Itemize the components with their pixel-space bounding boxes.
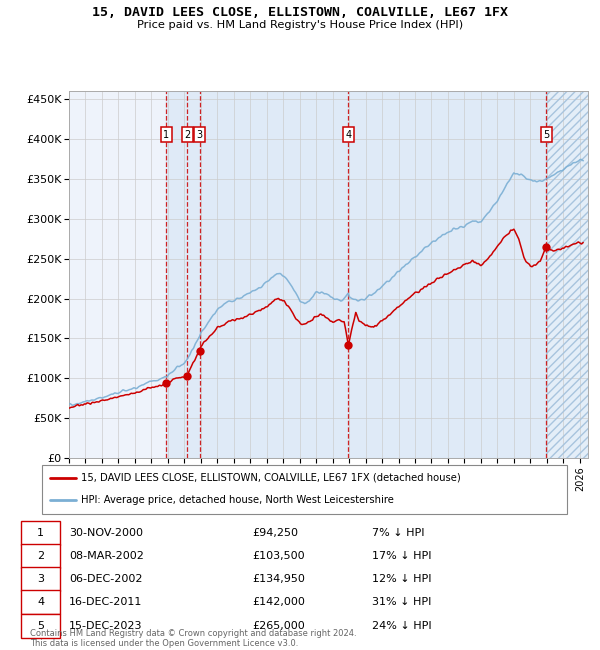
Text: 5: 5 — [37, 621, 44, 630]
Text: 5: 5 — [543, 130, 549, 140]
Text: 4: 4 — [346, 130, 352, 140]
Text: 15, DAVID LEES CLOSE, ELLISTOWN, COALVILLE, LE67 1FX (detached house): 15, DAVID LEES CLOSE, ELLISTOWN, COALVIL… — [82, 473, 461, 483]
Text: £134,950: £134,950 — [252, 574, 305, 584]
Text: 31% ↓ HPI: 31% ↓ HPI — [372, 597, 431, 607]
Text: £142,000: £142,000 — [252, 597, 305, 607]
Text: 3: 3 — [197, 130, 203, 140]
Bar — [546, 91, 588, 458]
Bar — [166, 91, 546, 458]
Text: £103,500: £103,500 — [252, 551, 305, 561]
Text: £265,000: £265,000 — [252, 621, 305, 630]
Text: 1: 1 — [163, 130, 170, 140]
Text: Contains HM Land Registry data © Crown copyright and database right 2024.
This d: Contains HM Land Registry data © Crown c… — [30, 629, 356, 648]
Text: 17% ↓ HPI: 17% ↓ HPI — [372, 551, 431, 561]
Text: 16-DEC-2011: 16-DEC-2011 — [69, 597, 142, 607]
Text: 24% ↓ HPI: 24% ↓ HPI — [372, 621, 431, 630]
Text: Price paid vs. HM Land Registry's House Price Index (HPI): Price paid vs. HM Land Registry's House … — [137, 20, 463, 30]
Text: 3: 3 — [37, 574, 44, 584]
Text: 08-MAR-2002: 08-MAR-2002 — [69, 551, 144, 561]
Bar — [546, 91, 588, 458]
Text: £94,250: £94,250 — [252, 528, 298, 538]
Text: 7% ↓ HPI: 7% ↓ HPI — [372, 528, 425, 538]
Text: 4: 4 — [37, 597, 44, 607]
Text: 15-DEC-2023: 15-DEC-2023 — [69, 621, 143, 630]
Text: 1: 1 — [37, 528, 44, 538]
Text: 15, DAVID LEES CLOSE, ELLISTOWN, COALVILLE, LE67 1FX: 15, DAVID LEES CLOSE, ELLISTOWN, COALVIL… — [92, 6, 508, 20]
Text: 12% ↓ HPI: 12% ↓ HPI — [372, 574, 431, 584]
Text: 30-NOV-2000: 30-NOV-2000 — [69, 528, 143, 538]
Text: 2: 2 — [184, 130, 190, 140]
Text: 2: 2 — [37, 551, 44, 561]
Text: HPI: Average price, detached house, North West Leicestershire: HPI: Average price, detached house, Nort… — [82, 495, 394, 505]
Text: 06-DEC-2002: 06-DEC-2002 — [69, 574, 143, 584]
FancyBboxPatch shape — [42, 465, 567, 514]
